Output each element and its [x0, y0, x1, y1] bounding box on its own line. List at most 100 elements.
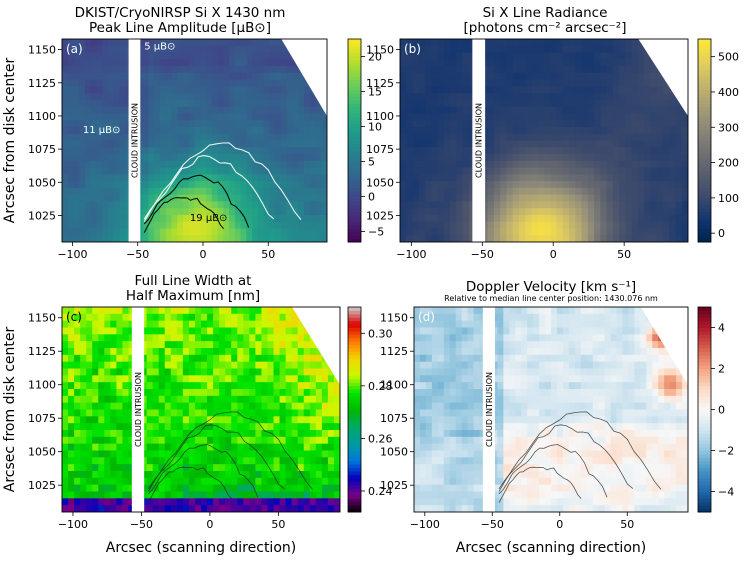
contour-annotation: 11 μB⊙: [83, 125, 121, 136]
panel-c: CLOUD INTRUSION (c) −100 −50 0 50 1025 1050 1075…: [2, 273, 393, 556]
x-axis-label: Arcsec (scanning direction): [456, 540, 646, 556]
contour-line: [143, 174, 250, 228]
panel-title: DKIST/CryoNIRSP Si X 1430 nm: [75, 5, 286, 21]
x-tick-label: −50: [126, 248, 149, 261]
colorbar-frame: [347, 38, 362, 243]
heatmap-b: [400, 39, 688, 242]
y-tick-label: 1100: [380, 379, 408, 392]
x-tick-label: 0: [556, 518, 563, 531]
y-tick-label: 1150: [28, 44, 56, 57]
colorbar-tick-label: 100: [718, 192, 739, 205]
colorbar-tick-label: 2: [718, 363, 725, 376]
cloud-intrusion-band: [131, 307, 145, 512]
panel-label: (c): [66, 310, 82, 324]
contour-line: [143, 142, 302, 222]
no-data-corner: [638, 39, 688, 116]
x-tick-label: 50: [620, 518, 634, 531]
axes-frame: [399, 38, 689, 243]
y-tick-label: 1125: [366, 77, 394, 90]
contour-line: [498, 444, 608, 498]
contour-annotation: 5 μB⊙: [144, 42, 175, 53]
panel-title: Si X Line Radiance: [483, 5, 608, 21]
x-tick-label: −50: [471, 248, 494, 261]
panel-label: (b): [404, 42, 421, 56]
x-tick-label: −100: [396, 248, 426, 261]
y-axis-label: Arcsec from disk center: [2, 327, 18, 493]
colorbar-tick-label: 200: [718, 157, 739, 170]
colorbar-tick-label: 500: [718, 51, 739, 64]
y-tick-label: 1100: [28, 379, 56, 392]
y-tick-label: 1075: [380, 412, 408, 425]
panel-d: CLOUD INTRUSION (d) −100 −50 0 50 1025 1050 1075…: [380, 279, 734, 556]
colorbar-tick-label: 400: [718, 86, 739, 99]
heatmap-c: [62, 307, 340, 512]
x-axis-label: Arcsec (scanning direction): [106, 540, 296, 556]
y-tick-label: 1125: [28, 77, 56, 90]
contour-line: [147, 424, 285, 490]
y-tick-label: 1025: [366, 209, 394, 222]
y-tick-label: 1150: [366, 44, 394, 57]
colorbar-a: −5 0 5 10 15 20: [347, 38, 384, 243]
colorbar-c: 0.24 0.26 0.28 0.30: [347, 306, 393, 513]
colorbar-tick-label: −4: [718, 486, 734, 499]
panel-title-line2: [photons cm⁻² arcsec⁻²]: [463, 20, 626, 36]
axes-frame: [61, 306, 341, 513]
panel-label: (d): [418, 310, 435, 324]
contour-line: [498, 424, 634, 490]
x-tick-label: −50: [481, 518, 504, 531]
contour-line: [147, 466, 232, 503]
colorbar-tick-label: 0: [718, 227, 725, 240]
cloud-intrusion-label: CLOUD INTRUSION: [485, 372, 494, 447]
panel-title: Full Line Width at: [135, 273, 252, 289]
colorbar-d: −4 −2 0 2 4: [697, 306, 734, 513]
y-tick-label: 1075: [28, 143, 56, 156]
colorbar-tick-label: 4: [718, 322, 725, 335]
panel-subtitle: Relative to median line center position:…: [444, 294, 658, 303]
colorbar-tick-label: −5: [368, 226, 384, 239]
y-tick-label: 1075: [28, 412, 56, 425]
colorbar-tick-label: 0.30: [368, 327, 393, 340]
contour-line: [143, 197, 225, 233]
colorbar-tick-label: 0.24: [368, 485, 393, 498]
colorbar-tick-label: 0: [718, 404, 725, 417]
cloud-intrusion-band: [128, 39, 141, 242]
y-tick-label: 1150: [380, 312, 408, 325]
no-data-corner: [281, 39, 327, 116]
heatmap-a: [62, 39, 327, 242]
cloud-intrusion-band: [482, 307, 495, 512]
panel-label: (a): [66, 42, 83, 56]
colorbar-tick-label: 10: [368, 121, 382, 134]
y-tick-label: 1025: [28, 479, 56, 492]
panel-title-line2: Peak Line Amplitude [μB⊙]: [89, 20, 271, 36]
y-tick-label: 1125: [28, 345, 56, 358]
colorbar-b: 0 100 200 300 400 500: [697, 38, 739, 243]
y-tick-label: 1150: [28, 312, 56, 325]
panel-b: CLOUD INTRUSION(b)−100 −50 0 50102510501075…: [366, 5, 739, 261]
panel-a: CLOUD INTRUSION(a)−100 −50 0 50102510501075…: [2, 5, 384, 261]
y-tick-label: 1075: [366, 143, 394, 156]
cloud-intrusion-label: CLOUD INTRUSION: [475, 103, 484, 178]
x-tick-label: 50: [261, 248, 275, 261]
colorbar-tick-label: −2: [718, 445, 734, 458]
y-tick-label: 1025: [28, 209, 56, 222]
x-tick-label: 0: [550, 248, 557, 261]
contour-line: [147, 411, 313, 492]
colorbar-frame: [347, 306, 362, 513]
y-tick-label: 1050: [28, 446, 56, 459]
y-tick-label: 1050: [366, 176, 394, 189]
panel-title-line2: Half Maximum [nm]: [126, 288, 260, 304]
x-tick-label: 50: [271, 518, 285, 531]
x-tick-label: −100: [58, 518, 88, 531]
x-tick-label: 0: [206, 518, 213, 531]
colorbar-tick-label: 0.28: [368, 380, 393, 393]
colorbar-tick-label: 0: [368, 191, 375, 204]
x-tick-label: −100: [410, 518, 440, 531]
colorbar-frame: [697, 38, 712, 243]
contour-annotation: 19 μB⊙: [190, 213, 228, 224]
contour-line: [143, 155, 275, 220]
y-axis-label: Arcsec from disk center: [2, 58, 18, 224]
no-data-corner: [640, 307, 688, 385]
colorbar-tick-label: 20: [368, 51, 382, 64]
heatmap-d: [414, 307, 688, 512]
